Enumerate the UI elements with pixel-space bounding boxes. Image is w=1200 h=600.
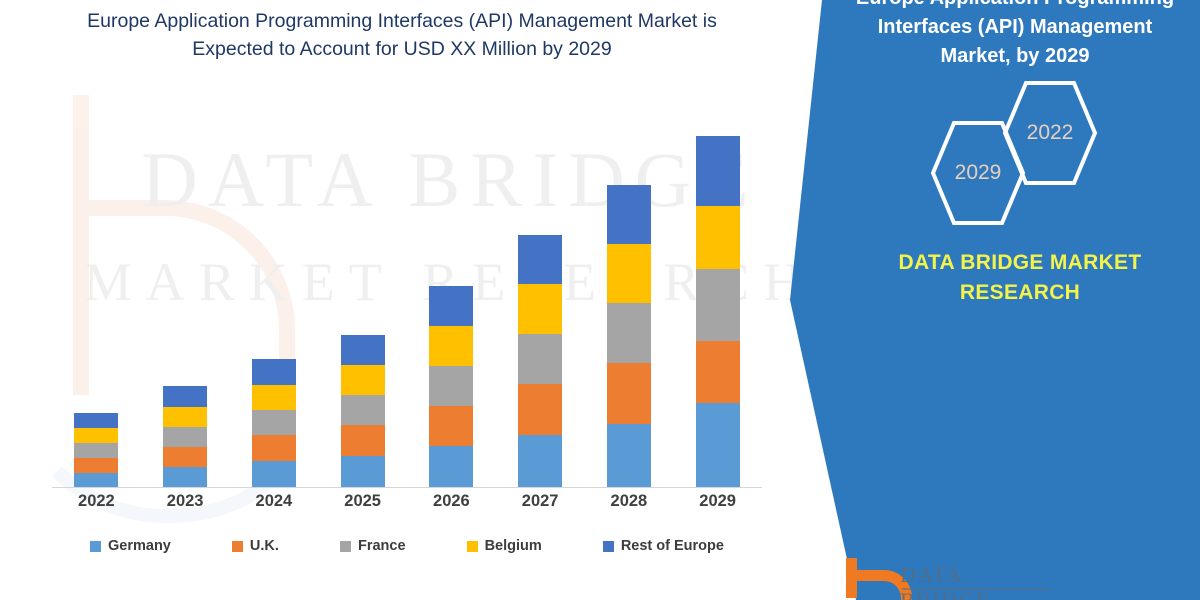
bar-segment (163, 447, 208, 467)
plot-area (52, 100, 762, 488)
data-bridge-logo: DATA BRIDGE (838, 556, 1052, 600)
bar-segment (340, 456, 385, 488)
legend-swatch-icon (466, 540, 478, 552)
bar-segment (695, 136, 740, 206)
bar-2024 (251, 359, 296, 488)
legend-label: Belgium (484, 538, 542, 554)
bar-segment (429, 446, 474, 488)
x-axis-label: 2022 (78, 492, 115, 510)
bar-segment (163, 467, 208, 488)
hexagon-outline-icon (1002, 81, 1098, 185)
bar-segment (163, 427, 208, 447)
bar-segment (429, 286, 474, 326)
hexagon-2022: 2022 (1002, 78, 1098, 188)
bar-segment (695, 269, 740, 341)
hexagon-2029: 2029 (930, 118, 1026, 228)
logo-text: DATA BRIDGE (900, 562, 989, 600)
bar-segment (251, 461, 296, 488)
bar-segment (251, 435, 296, 461)
legend-item-france[interactable]: France (339, 538, 406, 554)
bar-segment (518, 235, 563, 284)
bar-segment (74, 428, 119, 443)
bar-segment (340, 395, 385, 425)
legend-item-rest-of-europe[interactable]: Rest of Europe (602, 538, 724, 554)
x-axis-label: 2029 (699, 492, 736, 510)
hexagon-outline-icon (930, 121, 1026, 225)
bar-segment (74, 473, 119, 488)
x-axis-label: 2026 (433, 492, 470, 510)
x-axis-label: 2023 (166, 492, 204, 510)
legend-swatch-icon (339, 540, 351, 552)
bar-segment (606, 363, 651, 424)
legend-swatch-icon (602, 540, 614, 552)
brand-line-1: DATA BRIDGE MARKET (898, 251, 1142, 274)
bar-segment (518, 435, 563, 488)
chart-panel: DATA BRIDGE MARKET RESEARCH Europe Appli… (5, 10, 803, 554)
x-axis-label: 2024 (255, 492, 293, 510)
bar-segment (429, 366, 474, 406)
legend-item-u-k[interactable]: U.K. (231, 538, 279, 554)
bar-segment (518, 384, 563, 435)
bar-segment (251, 385, 296, 410)
brand-line-2: RESEARCH (959, 280, 1081, 304)
bar-segment (606, 185, 651, 244)
hexagon-2022-label: 2022 (1026, 121, 1074, 144)
x-axis-label: 2028 (610, 492, 648, 510)
x-axis-labels: 2022 2023 2024 2025 2026 2027 2028 2029 (52, 492, 762, 511)
bar-segment (606, 303, 651, 363)
legend-swatch-icon (90, 540, 101, 552)
bar-segment (518, 284, 563, 334)
bar-group (52, 100, 762, 488)
x-axis-label: 2027 (521, 492, 559, 510)
hexagon-group: 2029 2022 (920, 81, 1120, 228)
bar-segment (429, 326, 474, 366)
bar-segment (518, 334, 563, 384)
bar-segment (429, 406, 474, 446)
bar-segment (163, 407, 208, 427)
bar-segment (340, 335, 385, 365)
legend-label: Germany (108, 538, 171, 554)
legend-label: Rest of Europe (620, 538, 724, 554)
bar-2027 (518, 235, 563, 488)
bar-segment (606, 424, 651, 488)
x-axis-line (52, 487, 762, 488)
chart-legend: Germany U.K. France Belgium Rest of Europe (52, 538, 762, 554)
legend-label: U.K. (249, 538, 279, 554)
legend-swatch-icon (231, 540, 243, 552)
bar-segment (163, 386, 208, 407)
chart-title: Europe Application Programming Interface… (87, 10, 717, 60)
legend-label: France (357, 538, 406, 554)
bar-segment (74, 443, 119, 458)
bar-segment (251, 359, 296, 385)
hexagon-2029-label: 2029 (954, 161, 1002, 184)
legend-item-belgium[interactable]: Belgium (466, 538, 542, 554)
bar-2026 (429, 286, 474, 488)
bar-segment (695, 403, 740, 488)
bar-2022 (74, 413, 119, 488)
bar-segment (74, 413, 119, 428)
bar-2028 (606, 185, 651, 488)
bar-segment (340, 425, 385, 456)
bar-2025 (340, 335, 385, 488)
legend-item-germany[interactable]: Germany (90, 538, 171, 554)
bar-2023 (163, 386, 208, 488)
bar-segment (695, 341, 740, 403)
bar-segment (606, 244, 651, 303)
bar-segment (74, 458, 119, 473)
bar-segment (695, 206, 740, 269)
brand-name: DATA BRIDGE MARKET RESEARCH (860, 248, 1180, 308)
bar-segment (340, 365, 385, 395)
side-panel-title: Europe Application Programming Interface… (856, 0, 1174, 67)
bar-segment (251, 410, 296, 435)
x-axis-label: 2025 (344, 492, 381, 510)
bar-2029 (695, 136, 740, 488)
